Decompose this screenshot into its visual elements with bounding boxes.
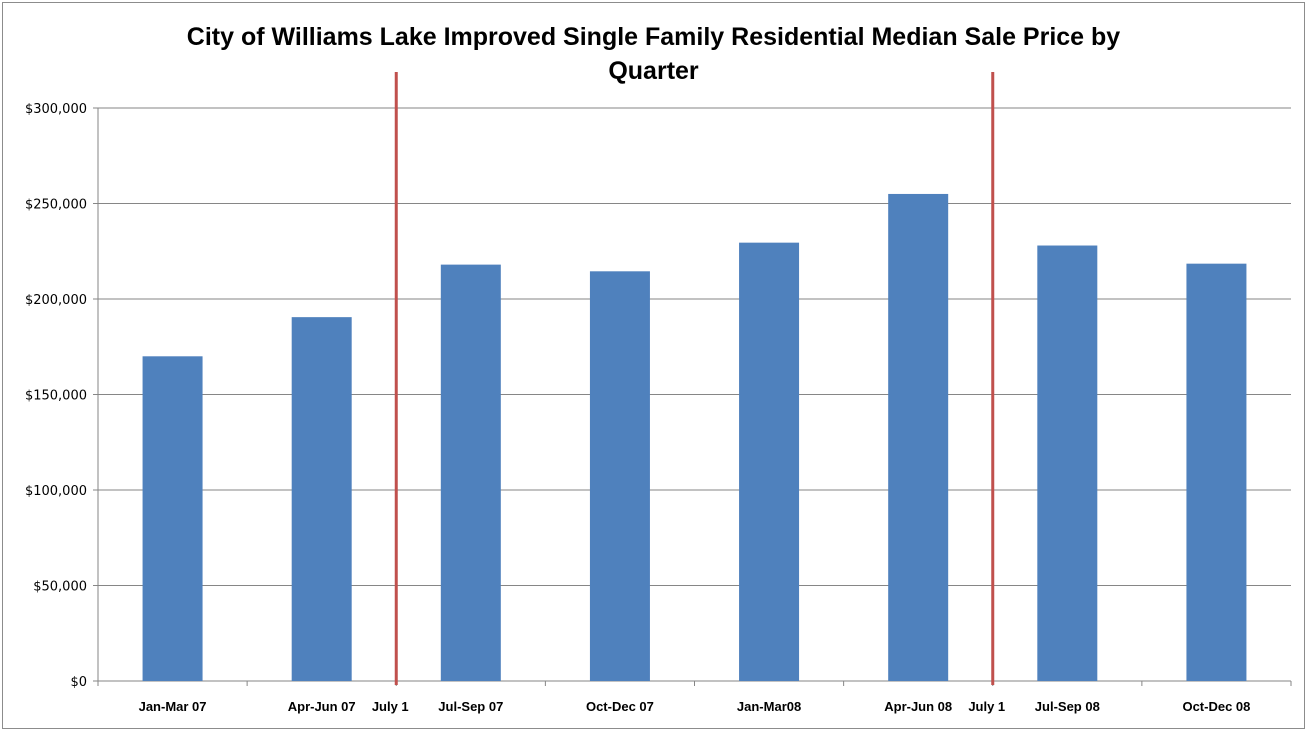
x-tick-label: Apr-Jun 08 <box>884 699 952 714</box>
x-tick-label: Jan-Mar 07 <box>139 699 207 714</box>
x-tick-label: Jul-Sep 07 <box>438 699 503 714</box>
y-tick-label: $50,000 <box>33 580 87 595</box>
marker-label: July 1 <box>372 699 409 714</box>
marker-label: July 1 <box>968 699 1005 714</box>
bar <box>1186 263 1247 681</box>
x-tick-label: Jan-Mar08 <box>737 699 801 714</box>
y-tick-label: $200,000 <box>25 293 87 308</box>
bar <box>1037 245 1098 681</box>
bar <box>291 317 352 681</box>
y-tick-label: $300,000 <box>25 102 87 117</box>
x-tick-label: Jul-Sep 08 <box>1035 699 1100 714</box>
x-tick-label: Oct-Dec 07 <box>586 699 654 714</box>
chart-title-line-2: Quarter <box>608 57 699 85</box>
x-tick-label: Apr-Jun 07 <box>288 699 356 714</box>
x-tick-label: Oct-Dec 08 <box>1182 699 1250 714</box>
bar <box>142 356 203 681</box>
y-tick-label: $250,000 <box>25 198 87 213</box>
bar <box>739 242 800 681</box>
y-tick-label: $100,000 <box>25 484 87 499</box>
y-tick-label: $150,000 <box>25 389 87 404</box>
bar <box>440 264 501 681</box>
chart-title: City of Williams Lake Improved Single Fa… <box>0 20 1307 88</box>
bar <box>589 271 650 681</box>
chart-title-line-1: City of Williams Lake Improved Single Fa… <box>186 23 1121 51</box>
y-tick-label: $0 <box>70 675 87 690</box>
bar <box>888 193 949 681</box>
